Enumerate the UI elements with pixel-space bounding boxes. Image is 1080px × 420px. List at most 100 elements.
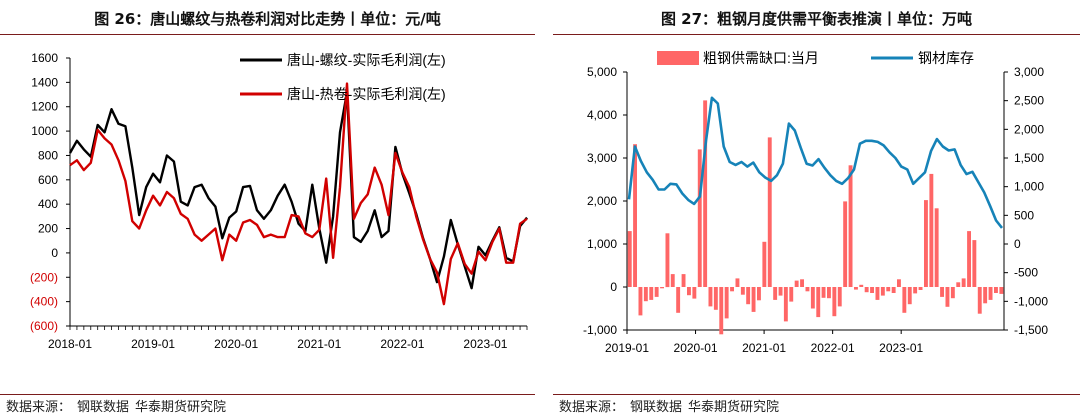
right-right-y-tick-label: 1,500: [1014, 151, 1044, 165]
right-left-y-tick-label: 4,000: [587, 108, 617, 122]
right-source-label: 数据来源：: [559, 400, 625, 415]
right-x-tick-label: 2019-01: [605, 341, 649, 355]
left-series-line-2: [69, 82, 528, 306]
right-legend-label-bar: 粗钢供需缺口:当月: [703, 50, 819, 66]
gap-bar: [660, 287, 664, 289]
left-y-tick-label: (200): [30, 270, 58, 284]
gap-bar: [773, 287, 778, 300]
right-chart-title: 图 27：粗钢月度供需平衡表推演丨单位：万吨: [660, 10, 973, 28]
right-chart-svg: 5,000 4,000 3,000 2,000 1,000 0 -1,000 3,000 2,5…: [583, 50, 1048, 355]
gap-bar: [956, 282, 961, 287]
right-right-y-tick-label: 0: [1014, 237, 1021, 251]
left-y-tick-label: 800: [38, 148, 58, 162]
gap-bar: [902, 287, 907, 313]
gap-bar: [994, 287, 998, 293]
left-y-tick-label: (600): [30, 319, 58, 333]
right-right-y-tick-label: 3,000: [1014, 65, 1044, 79]
gap-bar: [843, 201, 848, 287]
gap-bar: [778, 287, 783, 296]
gap-bar: [886, 287, 891, 292]
gap-bar: [924, 200, 928, 287]
right-right-y-tick-label: -500: [1014, 266, 1038, 280]
right-left-y-tick-label: -1,000: [583, 323, 617, 337]
right-source-rule: [553, 394, 1080, 395]
gap-bar: [848, 165, 853, 287]
gap-bar: [633, 144, 637, 287]
left-source-label: 数据来源：: [6, 400, 72, 415]
right-source-name-2: 华泰期货研究院: [688, 400, 780, 415]
right-left-y-tick-label: 1,000: [587, 237, 617, 251]
left-chart-panel: 图 26：唐山螺纹与热卷利润对比走势丨单位：元/吨 1600 1400 1200 10…: [0, 0, 535, 420]
gap-bar: [757, 287, 761, 301]
right-x-tick-label: 2020-01: [674, 341, 718, 355]
left-legend-label-1: 唐山-螺纹-实际毛利润(左): [287, 52, 446, 68]
left-source-name-1: 钢联数据: [77, 400, 130, 415]
left-chart-svg: 1600 1400 1200 1000 800 600 400 200 0 (200) (400) (…: [30, 51, 528, 351]
gap-bar: [983, 287, 988, 304]
gap-bar: [934, 208, 939, 287]
gap-bar: [810, 287, 815, 309]
left-y-tick-label: (400): [30, 295, 58, 309]
right-x-tick-label: 2021-01: [742, 341, 786, 355]
left-source-note: 数据来源： 钢联数据 华泰期货研究院: [6, 400, 232, 416]
left-y-tick-label: 1600: [31, 51, 58, 65]
gap-bar: [713, 287, 718, 310]
left-legend-label-2: 唐山-热卷-实际毛利润(左): [287, 86, 446, 102]
right-left-y-tick-label: 3,000: [587, 151, 617, 165]
right-x-tick-label: 2023-01: [879, 341, 923, 355]
gap-bar: [805, 287, 810, 292]
right-right-y-tick-label: 500: [1014, 208, 1034, 222]
gap-bar: [977, 287, 982, 314]
right-x-tick-label: 2022-01: [811, 341, 855, 355]
gap-bar: [870, 287, 874, 293]
gap-bar: [724, 287, 729, 319]
gap-bar: [961, 278, 966, 287]
right-left-y-tick-label: 2,000: [587, 194, 617, 208]
gap-bar: [832, 287, 837, 317]
left-x-tick-label: 2021-01: [297, 337, 341, 351]
right-right-y-tick-label: 1,000: [1014, 180, 1044, 194]
left-x-tick-label: 2019-01: [131, 337, 175, 351]
left-title-rule: [0, 34, 535, 35]
gap-bar: [945, 287, 950, 307]
right-left-y-tick-label: 0: [610, 280, 617, 294]
gap-bar: [967, 231, 971, 287]
gap-bar: [627, 231, 632, 287]
right-source-name-1: 钢联数据: [630, 400, 683, 415]
left-y-tick-label: 1200: [31, 100, 58, 114]
gap-bar: [665, 233, 670, 288]
gap-bar: [649, 287, 654, 300]
gap-bar: [827, 287, 831, 299]
gap-bar: [670, 274, 675, 287]
gap-bar: [676, 287, 681, 313]
right-right-y-tick-label: -1,500: [1014, 323, 1048, 337]
left-y-tick-label: 0: [51, 246, 58, 260]
gap-bar: [950, 287, 955, 299]
inventory-line: [627, 96, 1004, 229]
gap-bar: [864, 287, 869, 293]
gap-bar: [897, 279, 901, 287]
right-chart-panel: 图 27：粗钢月度供需平衡表推演丨单位：万吨 5,000 4,000 3,000 2,…: [553, 0, 1080, 420]
left-x-tick-label: 2020-01: [214, 337, 258, 351]
left-y-tick-label: 600: [38, 173, 58, 187]
gap-bar: [854, 287, 858, 290]
gap-bar: [891, 287, 896, 293]
right-right-y-tick-label: 2,000: [1014, 122, 1044, 136]
gap-bar: [735, 278, 740, 287]
gap-bar: [740, 287, 745, 295]
gap-bar: [730, 287, 734, 292]
gap-bar: [907, 287, 912, 305]
gap-bar: [751, 287, 756, 312]
right-legend-swatch-bar: [657, 51, 699, 65]
gap-bar: [918, 287, 923, 290]
right-source-note: 数据来源： 钢联数据 华泰期货研究院: [559, 400, 785, 416]
left-y-tick-label: 200: [38, 222, 58, 236]
gap-bar: [794, 280, 799, 287]
left-y-tick-label: 400: [38, 197, 58, 211]
left-y-tick-label: 1400: [31, 75, 58, 89]
left-y-tick-label: 1000: [31, 124, 58, 138]
gap-bar: [837, 287, 842, 307]
gap-bar: [816, 287, 821, 318]
gap-bar: [762, 241, 767, 287]
gap-bar: [859, 284, 864, 287]
